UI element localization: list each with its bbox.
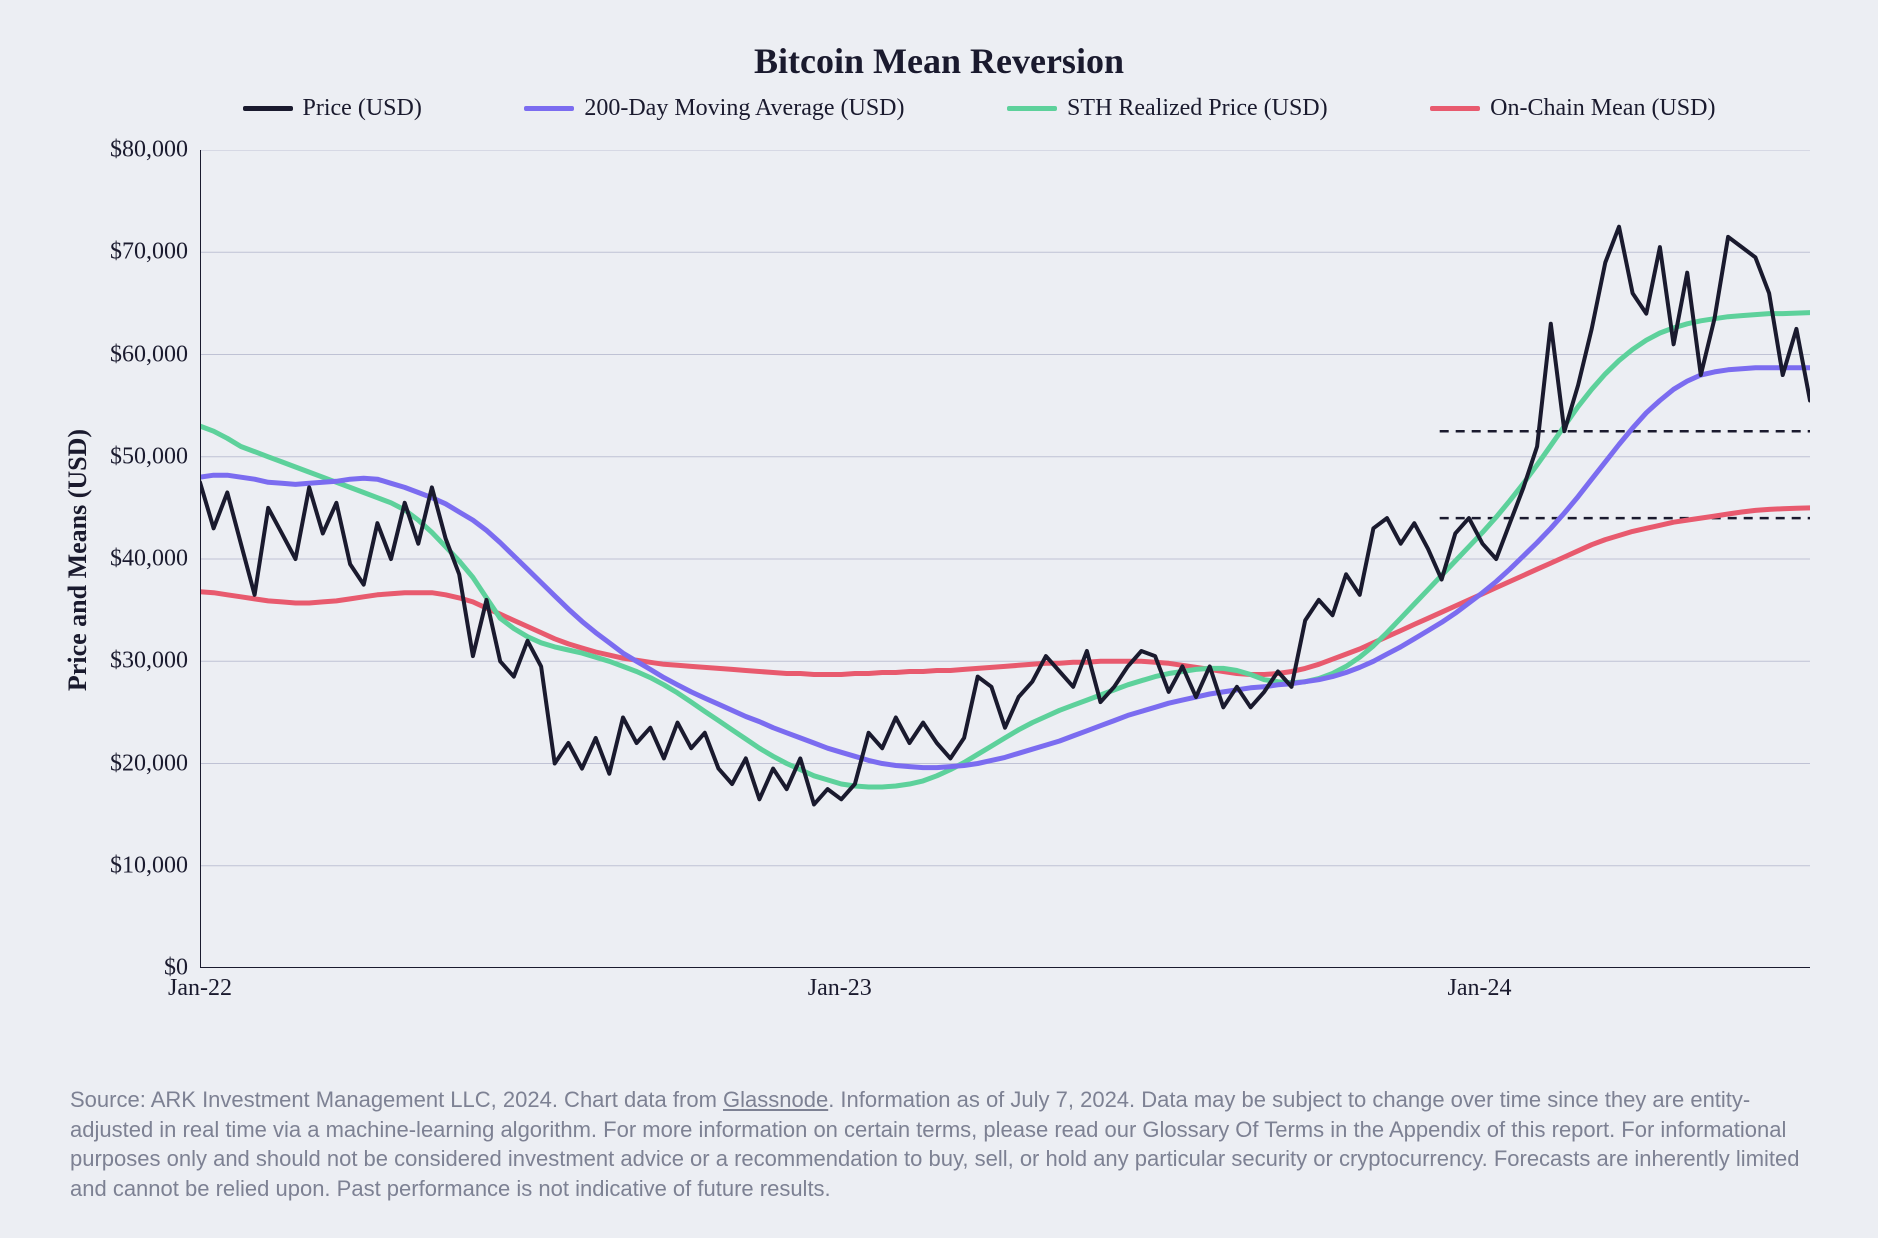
source-footnote: Source: ARK Investment Management LLC, 2… bbox=[70, 1085, 1808, 1204]
chart-title: Bitcoin Mean Reversion bbox=[0, 40, 1878, 82]
legend-swatch bbox=[1430, 106, 1480, 111]
y-axis-label: Price and Means (USD) bbox=[63, 429, 93, 691]
legend-swatch bbox=[1007, 106, 1057, 111]
y-tick-label: $40,000 bbox=[110, 546, 188, 573]
legend-label: On-Chain Mean (USD) bbox=[1490, 95, 1715, 122]
series-line bbox=[200, 313, 1810, 787]
y-tick-label: $20,000 bbox=[110, 750, 188, 777]
series-line bbox=[200, 508, 1810, 675]
legend-item-ma200: 200-Day Moving Average (USD) bbox=[524, 95, 904, 122]
y-tick-label: $80,000 bbox=[110, 137, 188, 164]
y-tick-label: $60,000 bbox=[110, 341, 188, 368]
x-tick-label: Jan-24 bbox=[1447, 975, 1511, 1002]
series-line bbox=[200, 368, 1810, 768]
legend-label: STH Realized Price (USD) bbox=[1067, 95, 1328, 122]
chart-plot bbox=[200, 150, 1810, 968]
legend-label: 200-Day Moving Average (USD) bbox=[584, 95, 904, 122]
footnote-prefix: Source: ARK Investment Management LLC, 2… bbox=[70, 1087, 723, 1112]
legend-item-onchain: On-Chain Mean (USD) bbox=[1430, 95, 1715, 122]
y-tick-label: $70,000 bbox=[110, 239, 188, 266]
x-tick-label: Jan-23 bbox=[808, 975, 872, 1002]
legend-swatch bbox=[243, 106, 293, 111]
legend-item-price: Price (USD) bbox=[243, 95, 422, 122]
legend: Price (USD) 200-Day Moving Average (USD)… bbox=[140, 95, 1818, 122]
legend-swatch bbox=[524, 106, 574, 111]
y-tick-label: $10,000 bbox=[110, 852, 188, 879]
legend-item-sth: STH Realized Price (USD) bbox=[1007, 95, 1328, 122]
legend-label: Price (USD) bbox=[303, 95, 422, 122]
series-line bbox=[200, 227, 1810, 805]
footnote-link: Glassnode bbox=[723, 1087, 828, 1112]
y-tick-label: $30,000 bbox=[110, 648, 188, 675]
y-tick-label: $50,000 bbox=[110, 443, 188, 470]
x-tick-label: Jan-22 bbox=[168, 975, 232, 1002]
